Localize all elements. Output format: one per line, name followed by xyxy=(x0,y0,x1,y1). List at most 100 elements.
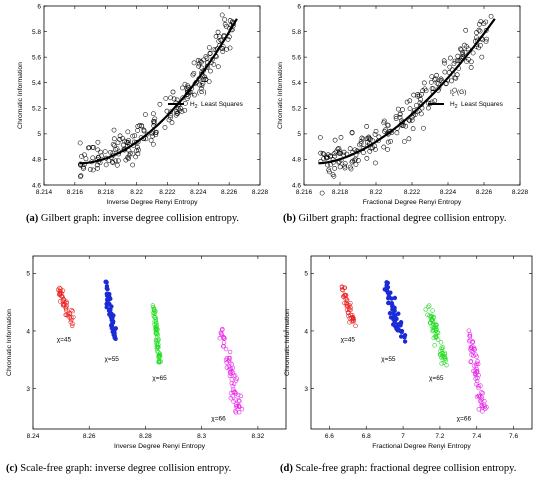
data-point xyxy=(237,404,242,410)
data-point xyxy=(348,305,353,310)
data-point xyxy=(111,143,117,149)
data-point xyxy=(458,47,464,53)
data-point xyxy=(232,409,238,414)
data-point xyxy=(440,353,446,359)
data-point xyxy=(386,300,391,306)
data-point xyxy=(447,64,453,70)
caption-a-label: (a) xyxy=(26,213,39,224)
data-point xyxy=(373,128,379,134)
y-tick-label: 3 xyxy=(304,386,308,393)
data-point xyxy=(79,153,84,159)
data-point xyxy=(218,37,224,43)
data-point xyxy=(391,311,396,316)
data-point xyxy=(465,46,471,52)
data-point xyxy=(428,79,434,85)
data-point xyxy=(204,55,210,61)
data-point xyxy=(98,149,103,155)
chart-c: 8.24 8.26 8.28 8.3 8.32 3 4 5 Inverse Degree Ren… xyxy=(6,255,287,450)
x-tick-label: 8.28 xyxy=(139,433,152,440)
x-tick-label: 8.222 xyxy=(404,189,421,196)
cluster-chi-45 xyxy=(339,284,358,329)
data-point xyxy=(110,142,116,147)
y-tick-label: 5.8 xyxy=(32,29,41,36)
data-point xyxy=(105,287,110,292)
data-point xyxy=(60,294,66,300)
data-point xyxy=(64,299,69,304)
data-point xyxy=(70,309,75,314)
data-point xyxy=(415,93,421,99)
legend-label-h2-suffix: Least Squares xyxy=(201,101,244,108)
legend-marker xyxy=(430,89,436,95)
data-point xyxy=(90,155,96,161)
data-point xyxy=(443,358,448,363)
data-point xyxy=(382,128,387,134)
data-point xyxy=(124,139,130,145)
data-point xyxy=(90,167,96,173)
data-point xyxy=(182,81,188,87)
data-point xyxy=(230,365,236,371)
data-point xyxy=(478,399,484,405)
data-point xyxy=(434,330,440,335)
x-tick-label: 8.22 xyxy=(130,189,143,196)
data-point xyxy=(233,410,239,415)
data-point xyxy=(150,303,155,308)
data-point xyxy=(385,147,390,152)
data-point xyxy=(154,341,159,346)
cluster-chi-65 xyxy=(150,303,163,365)
data-point xyxy=(223,24,229,29)
data-point xyxy=(478,19,484,24)
data-point xyxy=(385,122,390,128)
x-tick-label: 7.2 xyxy=(435,433,444,440)
data-point xyxy=(317,135,323,140)
legend-label-h2: H2 xyxy=(190,101,198,110)
data-point xyxy=(442,60,447,66)
data-point xyxy=(106,308,112,313)
x-tick-label: 8.26 xyxy=(83,433,96,440)
plot-frame-1 xyxy=(303,5,521,186)
data-point xyxy=(211,62,217,67)
data-point xyxy=(438,348,443,354)
data-point xyxy=(180,85,185,91)
data-point xyxy=(479,403,484,408)
legend-marker xyxy=(170,89,176,95)
data-point xyxy=(387,310,393,316)
y-tick-label: 4.6 xyxy=(32,182,41,189)
data-point xyxy=(410,126,416,132)
data-point xyxy=(428,314,434,319)
data-point xyxy=(233,397,238,402)
legend-label-ic: Ic xyxy=(190,89,195,98)
data-point xyxy=(364,155,370,161)
data-point xyxy=(126,156,131,161)
data-point xyxy=(479,390,484,395)
data-point xyxy=(435,337,441,342)
data-point xyxy=(381,144,387,150)
data-point xyxy=(468,59,474,65)
data-point xyxy=(488,13,494,19)
data-point xyxy=(476,45,481,51)
data-point xyxy=(229,377,234,382)
cluster-chi-66 xyxy=(217,326,245,415)
data-point xyxy=(336,145,342,151)
data-point xyxy=(117,133,123,139)
data-point xyxy=(468,344,474,350)
data-point xyxy=(104,293,110,298)
data-point xyxy=(235,392,241,398)
y-tick-label: 4 xyxy=(304,328,308,335)
data-point xyxy=(77,140,83,146)
data-point xyxy=(86,145,92,151)
data-point xyxy=(338,151,344,156)
data-point xyxy=(367,148,373,154)
data-point xyxy=(231,389,236,394)
x-tick-label: 8.3 xyxy=(197,433,206,440)
data-point xyxy=(230,383,235,389)
data-point xyxy=(483,19,489,25)
data-point xyxy=(344,307,350,313)
data-point xyxy=(418,92,424,97)
data-point xyxy=(81,166,86,171)
data-point xyxy=(467,332,473,337)
data-point xyxy=(239,406,245,412)
cluster-chi-55 xyxy=(382,280,408,344)
data-point xyxy=(442,69,448,75)
data-point xyxy=(447,55,453,61)
